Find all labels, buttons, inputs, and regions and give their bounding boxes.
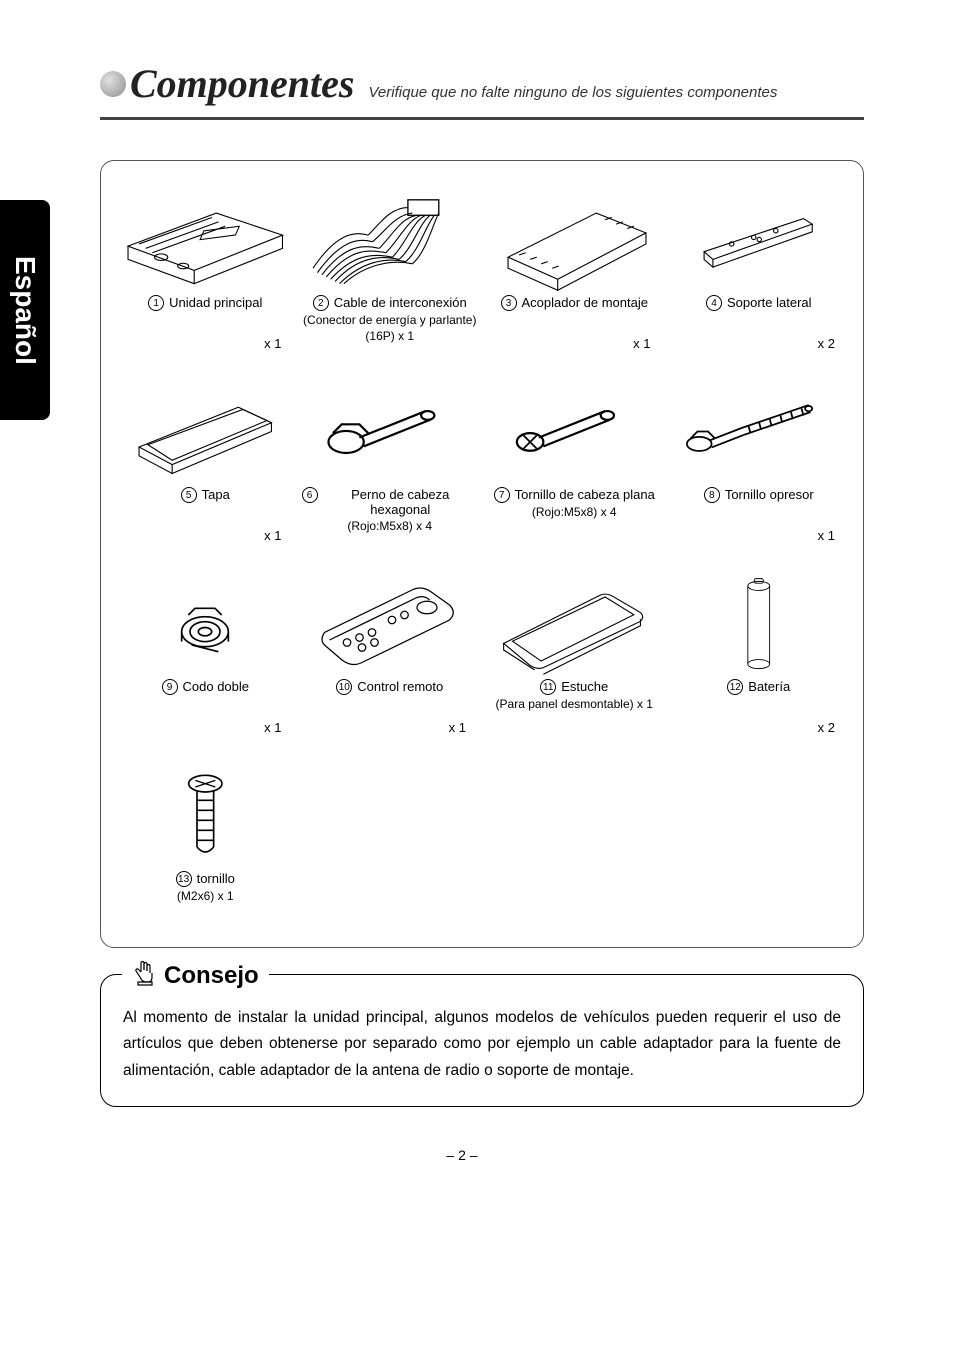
item-number: 8 [704,487,720,503]
item-label: Unidad principal [169,295,262,310]
tip-title: Consejo [164,962,259,990]
small-screw-icon [117,767,294,867]
side-bracket-icon [671,191,848,291]
page-subtitle: Verifique que no falte ninguno de los si… [368,84,777,101]
item-number: 3 [501,295,517,311]
remote-control-icon [302,575,479,675]
item-label: Acoplador de montaje [522,295,648,310]
item-label: Batería [748,679,790,694]
tip-section: Consejo Al momento de instalar la unidad… [100,974,864,1107]
item-qty: x 1 [264,528,281,543]
hand-icon [132,958,156,993]
component-item: 7 Tornillo de cabeza plana (Rojo:M5x8) x … [486,383,663,543]
component-item: 12 Batería x 2 [671,575,848,735]
battery-icon [671,575,848,675]
item-label: Control remoto [357,679,443,694]
harness-cable-icon [302,191,479,291]
item-subline: (M2x6) x 1 [177,889,234,905]
component-item: 6 Perno de cabeza hexagonal (Rojo:M5x8) x… [302,383,479,543]
item-label: Tornillo opresor [725,487,814,502]
header-rule [100,117,864,120]
components-panel: 1 Unidad principal x 1 2 Cable de intercon… [100,160,864,948]
tip-body: Al momento de instalar la unidad princip… [100,974,864,1107]
item-qty: x 2 [818,720,835,735]
item-number: 1 [148,295,164,311]
item-number: 11 [540,679,556,695]
page-number: – 2 – [60,1147,864,1163]
item-number: 2 [313,295,329,311]
components-grid: 1 Unidad principal x 1 2 Cable de intercon… [117,191,847,927]
item-qty: x 2 [818,336,835,351]
item-number: 7 [494,487,510,503]
item-label: Tornillo de cabeza plana [515,487,655,502]
tip-title-row: Consejo [122,958,269,993]
component-item: 4 Soporte lateral x 2 [671,191,848,351]
item-number: 12 [727,679,743,695]
item-qty: x 1 [264,336,281,351]
item-label: Perno de cabeza hexagonal [323,487,479,517]
item-qty: x 1 [449,720,466,735]
item-number: 5 [181,487,197,503]
component-item: 5 Tapa x 1 [117,383,294,543]
component-item: 13 tornillo (M2x6) x 1 [117,767,294,927]
item-subline: (Rojo:M5x8) x 4 [532,505,617,521]
flat-screw-icon [486,383,663,483]
item-subline: (Conector de energía y parlante)(16P) x … [303,313,476,344]
item-subline: (Para panel desmontable) x 1 [496,697,653,713]
component-item: 8 Tornillo opresor x 1 [671,383,848,543]
header-bullet-icon [100,71,126,97]
component-item: 1 Unidad principal x 1 [117,191,294,351]
double-elbow-icon [117,575,294,675]
component-item: 11 Estuche (Para panel desmontable) x 1 [486,575,663,735]
item-subline: (Rojo:M5x8) x 4 [347,519,432,535]
item-label: Tapa [202,487,230,502]
component-item: 10 Control remoto x 1 [302,575,479,735]
item-number: 6 [302,487,318,503]
language-tab: Español [0,200,50,420]
item-number: 13 [176,871,192,887]
item-label: Estuche [561,679,608,694]
item-qty: x 1 [818,528,835,543]
item-label: Soporte lateral [727,295,812,310]
page-header: Componentes Verifique que no falte ningu… [100,60,864,107]
component-item: 9 Codo doble x 1 [117,575,294,735]
page-title: Componentes [130,60,354,107]
item-qty: x 1 [264,720,281,735]
component-item: 3 Acoplador de montaje x 1 [486,191,663,351]
item-number: 4 [706,295,722,311]
mounting-sleeve-icon [486,191,663,291]
set-screw-icon [671,383,848,483]
hex-bolt-icon [302,383,479,483]
component-item: 2 Cable de interconexión (Conector de ene… [302,191,479,351]
item-label: Cable de interconexión [334,295,467,310]
item-number: 10 [336,679,352,695]
item-label: tornillo [197,871,235,886]
cover-plate-icon [117,383,294,483]
item-number: 9 [162,679,178,695]
case-icon [486,575,663,675]
item-qty: x 1 [633,336,650,351]
main-unit-icon [117,191,294,291]
item-label: Codo doble [183,679,250,694]
